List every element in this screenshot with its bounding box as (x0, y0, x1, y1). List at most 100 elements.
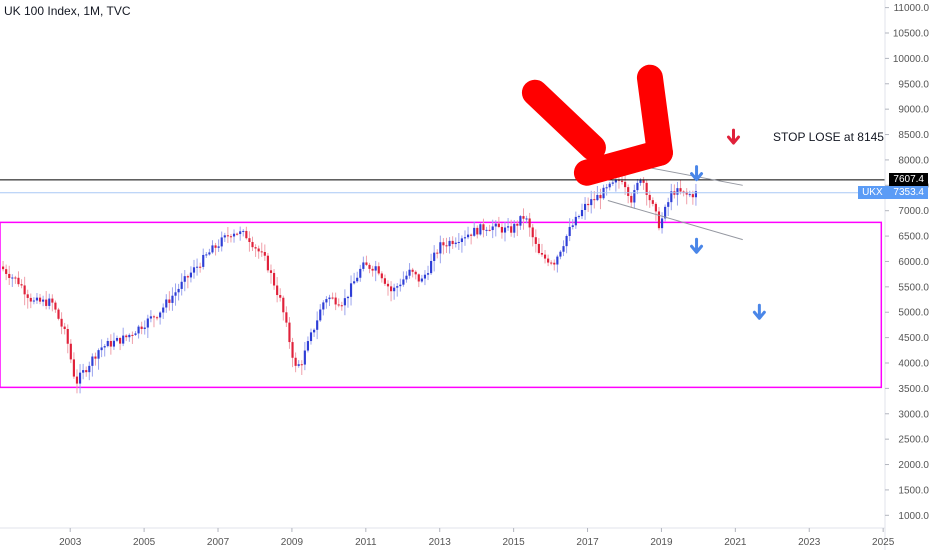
candle-body (211, 245, 214, 253)
candle-body (180, 281, 183, 289)
y-tick-label: 8000.0 (898, 155, 929, 166)
candle-body (122, 335, 125, 344)
candle-body (66, 329, 69, 344)
candle-body (488, 229, 491, 231)
candle-body (186, 276, 189, 278)
candle-body (319, 309, 322, 321)
candle-body (463, 237, 467, 239)
candle-body (368, 264, 371, 269)
candle-body (226, 235, 229, 237)
candle-body (257, 248, 260, 252)
candle-body (115, 337, 119, 341)
candle-body (660, 218, 664, 229)
candle-body (420, 278, 423, 282)
candle-body (349, 283, 353, 297)
candle-body (254, 247, 257, 249)
candle-body (426, 273, 430, 275)
candle-body (433, 252, 436, 261)
candle-body (583, 203, 587, 211)
candle-body (245, 230, 248, 239)
candle-body (125, 335, 128, 338)
blue-down-arrow-icon (690, 237, 704, 254)
y-tick-label: 4000.0 (898, 359, 929, 370)
candle-body (346, 296, 350, 299)
y-tick-label: 9500.0 (898, 79, 929, 90)
y-tick-label: 1500.0 (898, 485, 929, 496)
candle-body (171, 295, 174, 303)
y-tick-label: 10000.0 (893, 54, 930, 65)
candle-body (183, 276, 186, 282)
x-tick-label: 2019 (650, 537, 673, 548)
candle-body (587, 203, 590, 206)
candle-body (32, 300, 35, 302)
last-price-tag: UKX 7353.4 (858, 185, 928, 199)
range-box-rect (0, 221, 883, 389)
candle-body (540, 252, 544, 255)
candle-body (103, 346, 106, 348)
candle-body (269, 270, 273, 273)
candle-body (174, 292, 177, 296)
candle-body (624, 181, 627, 188)
candle-body (14, 277, 17, 279)
candle-body (590, 199, 593, 206)
candle-body (408, 269, 411, 276)
candle-body (565, 235, 568, 247)
y-tick-label: 9000.0 (898, 105, 929, 116)
y-tick-label: 1000.0 (898, 511, 929, 522)
candle-body (331, 297, 334, 299)
candle-body (473, 227, 476, 236)
candle-body (23, 285, 26, 295)
candle-body (272, 272, 276, 286)
candle-body (119, 337, 122, 344)
candle-body (667, 202, 670, 207)
candle-body (220, 237, 223, 247)
x-tick-label: 2003 (59, 537, 82, 548)
candle-body (202, 254, 205, 267)
channel-line (607, 200, 743, 241)
big-arrow-head-b (573, 139, 673, 186)
candle-body (60, 318, 63, 327)
range-box (0, 221, 883, 389)
candle-body (528, 218, 531, 228)
candle-body (266, 255, 269, 271)
candle-body (208, 252, 211, 255)
candle-body (611, 182, 614, 184)
candle-body (251, 242, 254, 248)
candle-body (100, 347, 103, 351)
candle-body (396, 286, 399, 288)
candle-body (365, 262, 368, 265)
candle-body (57, 309, 60, 319)
candle-body (402, 279, 405, 285)
candle-body (223, 235, 226, 238)
candle-body (651, 200, 654, 204)
candle-body (8, 273, 11, 279)
candle-body (614, 179, 617, 183)
candle-body (45, 299, 48, 306)
y-tick-label: 11000.0 (894, 3, 930, 14)
markers (521, 64, 766, 320)
candle-body (134, 333, 137, 335)
level-price-label: 7607.4 (893, 173, 924, 185)
candle-body (5, 269, 8, 274)
candle-body (239, 231, 242, 235)
candle-body (691, 194, 694, 198)
candle-body (48, 298, 51, 306)
candle-body (106, 341, 109, 347)
candle-body (54, 302, 57, 310)
candle-body (479, 224, 482, 235)
candle-body (313, 329, 316, 333)
candle-body (20, 284, 23, 286)
candle-body (88, 365, 91, 373)
candle-body (383, 278, 386, 284)
candle-body (442, 242, 445, 246)
candle-body (362, 262, 365, 269)
level-price-tag: 7607.4 (889, 172, 928, 186)
candle-body (168, 299, 171, 303)
blue-down-arrow-icon (690, 165, 704, 182)
y-tick-label: 3000.0 (898, 409, 929, 420)
candle-body (236, 233, 239, 235)
candle-body (648, 194, 651, 201)
candle-body (642, 180, 645, 183)
candle-body (534, 237, 537, 244)
